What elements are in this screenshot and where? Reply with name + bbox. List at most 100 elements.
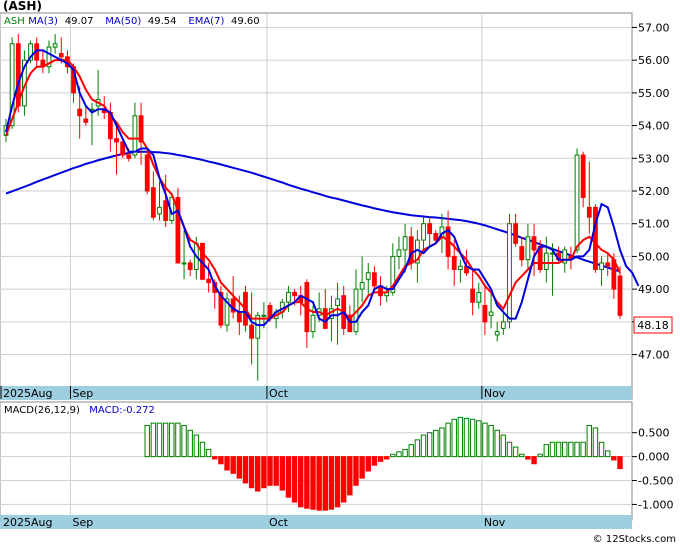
- candle-body: [433, 233, 439, 241]
- candle-body: [427, 223, 433, 235]
- candle: [157, 181, 162, 221]
- candle-body: [83, 118, 89, 123]
- candle: [433, 230, 439, 244]
- chart-title: (ASH): [3, 0, 42, 13]
- candle-body: [132, 115, 138, 156]
- candle: [599, 256, 604, 286]
- macd-bar: [482, 422, 488, 458]
- candle: [52, 33, 58, 54]
- last-price-label: 48.18: [637, 319, 669, 332]
- candle-body: [9, 43, 15, 127]
- legend-item: EMA(7): [188, 16, 224, 27]
- candle-body: [421, 223, 426, 241]
- macd-bar: [390, 453, 396, 458]
- candle-body: [181, 262, 187, 265]
- candle: [580, 151, 586, 208]
- price-grid: [0, 13, 632, 386]
- candle: [15, 33, 21, 113]
- price-tick-label: 49.00: [638, 283, 670, 296]
- legend-item: 49.60: [231, 16, 260, 27]
- candle-body: [525, 236, 531, 261]
- candle-body: [187, 262, 193, 271]
- macd-bar: [494, 429, 500, 458]
- price-tick-label: 53.00: [638, 152, 670, 165]
- macd-bar: [187, 429, 193, 458]
- candle-body: [175, 197, 181, 264]
- candle: [421, 217, 426, 250]
- candle-body: [476, 291, 482, 303]
- macd-bar: [365, 456, 371, 472]
- macd-bar: [242, 456, 249, 484]
- macd-bar: [580, 441, 586, 458]
- candle: [519, 236, 525, 267]
- candle: [138, 102, 144, 165]
- macd-bar: [298, 456, 304, 508]
- macd-bar: [562, 441, 568, 458]
- macd-bar: [420, 434, 427, 458]
- macd-legend-item: MACD(26,12,9): [4, 405, 80, 416]
- macd-bar: [408, 444, 414, 458]
- candle-body: [605, 262, 611, 267]
- candle-body: [574, 154, 580, 251]
- candle-body: [531, 236, 537, 251]
- macd-bar: [144, 425, 150, 458]
- candle: [494, 321, 500, 342]
- candle: [457, 259, 463, 283]
- macd-bar: [402, 448, 408, 458]
- macd-panel: [0, 401, 633, 521]
- macd-bar: [248, 456, 255, 489]
- price-x-label: Oct: [269, 387, 289, 400]
- candle-body: [396, 249, 402, 257]
- candle-body: [114, 138, 119, 143]
- candle-body: [543, 252, 549, 271]
- candle: [175, 187, 181, 264]
- macd-bar: [555, 441, 562, 458]
- candle: [150, 171, 156, 221]
- macd-bar: [310, 456, 316, 510]
- macd-bar: [193, 434, 200, 458]
- macd-bar: [488, 425, 494, 458]
- macd-tick-label: 0.000: [638, 451, 670, 464]
- candle-body: [144, 154, 150, 192]
- price-tick-label: 50.00: [638, 250, 670, 263]
- candle: [255, 312, 261, 381]
- macd-bar: [451, 418, 457, 458]
- candle: [120, 138, 126, 159]
- macd-bar: [224, 456, 230, 471]
- candle: [513, 213, 519, 247]
- macd-bar: [279, 456, 286, 491]
- macd-bar: [162, 422, 169, 458]
- macd-bar: [519, 453, 525, 458]
- candle-body: [249, 324, 255, 339]
- candle-body: [562, 249, 568, 264]
- price-x-label: 2025Aug: [3, 387, 52, 400]
- legend-item: 49.07: [65, 16, 94, 27]
- macd-y-axis: 0.500 0.000 -0.500 -1.000: [632, 427, 673, 511]
- candle: [359, 256, 365, 303]
- macd-legend: MACD(26,12,9) MACD:-0.272: [4, 405, 155, 416]
- macd-bar: [543, 444, 550, 458]
- candle: [396, 236, 402, 270]
- candle-body: [224, 298, 230, 326]
- candle-body: [52, 43, 58, 48]
- candle: [83, 105, 89, 126]
- macd-bar: [506, 441, 513, 458]
- candle: [617, 266, 623, 319]
- candle-body: [488, 311, 494, 316]
- macd-legend-item: MACD:-0.272: [89, 405, 155, 416]
- macd-bar: [531, 456, 537, 465]
- macd-bar: [205, 448, 212, 458]
- macd-bar: [433, 429, 439, 458]
- macd-bar: [169, 422, 175, 458]
- candle-body: [150, 187, 156, 218]
- macd-x-axis: 2025Aug Sep Oct Nov: [3, 516, 506, 529]
- candle-body: [457, 265, 463, 271]
- macd-bar: [383, 456, 390, 460]
- candle-body: [365, 272, 371, 280]
- candle: [605, 253, 611, 277]
- legend-item: MA(50): [105, 16, 141, 27]
- macd-bar: [445, 422, 451, 458]
- candle-body: [322, 308, 328, 329]
- macd-bar: [218, 456, 224, 465]
